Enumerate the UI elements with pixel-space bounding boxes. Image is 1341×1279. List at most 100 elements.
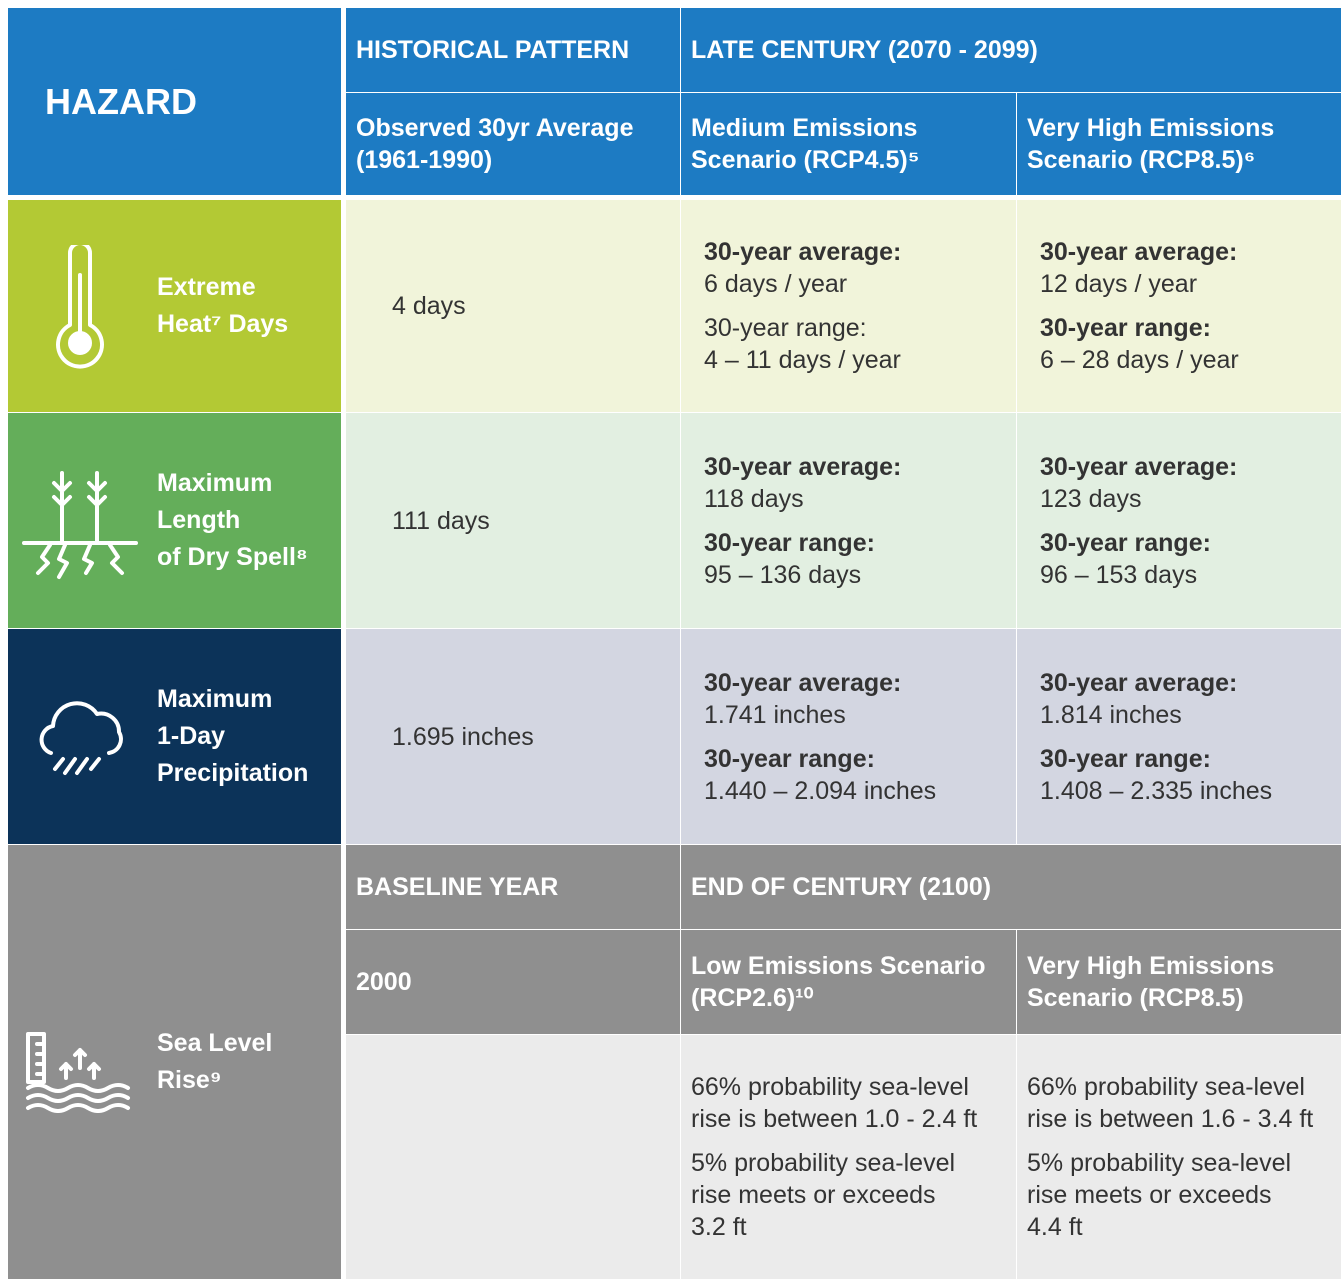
sea-text-line: 4.4 ft: [1027, 1213, 1083, 1241]
header-text-line: Scenario (RCP4.5)⁵: [691, 146, 920, 174]
header-text-line: (RCP2.6)¹⁰: [691, 984, 814, 1012]
stat-block: 30-year average: 1.741 inches: [704, 667, 1016, 731]
value-cell: 30-year average: 1.814 inches 30-year rang…: [1017, 629, 1341, 844]
stat-block: 30-year range: 1.408 – 2.335 inches: [1040, 743, 1341, 807]
header-cell: Medium Emissions Scenario (RCP4.5)⁵: [681, 93, 1016, 195]
stat-label: 30-year range:: [704, 314, 867, 342]
header-text: HISTORICAL PATTERN: [356, 36, 630, 64]
header-cell: HISTORICAL PATTERN: [346, 8, 680, 92]
sea-level-icon: [26, 1032, 130, 1113]
hazard-name-line: Heat⁷ Days: [157, 310, 289, 338]
value-cell: 30-year average: 6 days / year 30-year ran…: [681, 200, 1016, 412]
stat-label: 30-year average:: [1040, 238, 1238, 266]
sea-text-line: 66% probability sea-level: [1027, 1073, 1305, 1101]
hazard-name-line: 1-Day: [157, 722, 226, 750]
header-text: BASELINE YEAR: [356, 873, 559, 901]
sea-text: 66% probability sea-level rise is between…: [1027, 1071, 1341, 1135]
sea-text-line: rise meets or exceeds: [1027, 1181, 1272, 1209]
value-cell: 30-year average: 118 days 30-year range: 95…: [681, 413, 1016, 628]
stat-value: 4 – 11 days / year: [704, 346, 901, 374]
hazard-name-line: Maximum: [157, 469, 273, 497]
dry-spell-icon: [22, 471, 138, 579]
hazard-name-line: Precipitation: [157, 759, 309, 787]
stat-block: 30-year range: 95 – 136 days: [704, 527, 1016, 591]
stat-value: 6 – 28 days / year: [1040, 346, 1239, 374]
stat-value: 1.440 – 2.094 inches: [704, 776, 937, 805]
stat-block: 30-year range: 6 – 28 days / year: [1040, 312, 1341, 376]
header-cell: BASELINE YEAR: [346, 845, 680, 929]
hazard-name-line: Rise⁹: [157, 1066, 222, 1094]
hazard-name-line: of Dry Spell⁸: [157, 543, 308, 571]
header-cell: END OF CENTURY (2100): [681, 845, 1341, 929]
historical-value: 4 days: [392, 292, 466, 320]
hazard-name: Maximum 1-Day Precipitation: [157, 681, 341, 792]
value-cell: [346, 1035, 680, 1279]
hazard-cell: Maximum 1-Day Precipitation: [8, 629, 341, 844]
stat-label: 30-year average:: [704, 452, 902, 481]
hazard-header: HAZARD: [8, 8, 341, 195]
sea-text-line: 66% probability sea-level: [691, 1073, 969, 1101]
stat-label: 30-year range:: [1040, 528, 1211, 557]
stat-value: 6 days / year: [704, 270, 848, 298]
value-cell: 66% probability sea-level rise is between…: [681, 1035, 1016, 1279]
sea-text-line: rise is between 1.0 - 2.4 ft: [691, 1105, 978, 1133]
stat-label: 30-year average:: [1040, 668, 1238, 697]
value-cell: 30-year average: 123 days 30-year range: 96…: [1017, 413, 1341, 628]
stat-value: 123 days: [1040, 484, 1142, 513]
sea-text-line: 5% probability sea-level: [1027, 1149, 1292, 1177]
stat-block: 30-year average: 1.814 inches: [1040, 667, 1341, 731]
header-cell: Observed 30yr Average (1961-1990): [346, 93, 680, 195]
header-text-line: Very High Emissions: [1027, 952, 1275, 980]
hazard-cell: Maximum Length of Dry Spell⁸: [8, 413, 341, 628]
hazard-name-line: Sea Level: [157, 1029, 273, 1057]
header-cell: Very High Emissions Scenario (RCP8.5): [1017, 930, 1341, 1034]
hazard-name: Maximum Length of Dry Spell⁸: [157, 465, 341, 576]
header-cell: 2000: [346, 930, 680, 1034]
hazard-cell: Sea Level Rise⁹: [8, 845, 341, 1279]
stat-block: 30-year average: 118 days: [704, 451, 1016, 515]
hazard-cell: Extreme Heat⁷ Days: [8, 200, 341, 412]
hazard-name-line: Extreme: [157, 273, 256, 301]
precipitation-icon: [39, 701, 123, 775]
stat-value: 96 – 153 days: [1040, 560, 1198, 589]
header-cell: Very High Emissions Scenario (RCP8.5)⁶: [1017, 93, 1341, 195]
hazard-name: Extreme Heat⁷ Days: [157, 269, 341, 343]
value-cell: 66% probability sea-level rise is between…: [1017, 1035, 1341, 1279]
header-cell: Low Emissions Scenario (RCP2.6)¹⁰: [681, 930, 1016, 1034]
stat-label: 30-year range:: [704, 744, 875, 773]
stat-value: 1.741 inches: [704, 700, 846, 729]
stat-block: 30-year average: 6 days / year: [704, 236, 1016, 300]
sea-text-line: rise meets or exceeds: [691, 1181, 936, 1209]
stat-value: 12 days / year: [1040, 270, 1198, 298]
header-text-line: Scenario (RCP8.5): [1027, 984, 1244, 1012]
stat-block: 30-year range: 96 – 153 days: [1040, 527, 1341, 591]
stat-label: 30-year average:: [1040, 452, 1238, 481]
stat-block: 30-year average: 12 days / year: [1040, 236, 1341, 300]
stat-value: 95 – 136 days: [704, 560, 862, 589]
header-cell: LATE CENTURY (2070 - 2099): [681, 8, 1341, 92]
header-text: Low Emissions Scenario (RCP2.6)¹⁰: [691, 950, 1016, 1014]
value-cell: 30-year average: 1.741 inches 30-year rang…: [681, 629, 1016, 844]
header-text: Observed 30yr Average (1961-1990): [356, 112, 680, 176]
sea-text-line: 5% probability sea-level: [691, 1149, 956, 1177]
header-text: Medium Emissions Scenario (RCP4.5)⁵: [691, 112, 1016, 176]
header-text-line: Low Emissions Scenario: [691, 952, 986, 980]
header-text-line: Scenario (RCP8.5)⁶: [1027, 146, 1256, 174]
header-text: END OF CENTURY (2100): [691, 873, 992, 901]
header-text: 2000: [356, 968, 412, 996]
historical-value: 1.695 inches: [392, 722, 534, 751]
value-cell: 4 days: [346, 200, 680, 412]
stat-value: 118 days: [704, 484, 804, 513]
stat-value: 1.408 – 2.335 inches: [1040, 776, 1273, 805]
hazard-name: Sea Level Rise⁹: [157, 1025, 341, 1099]
header-text-line: Observed 30yr Average: [356, 114, 634, 142]
stat-label: 30-year average:: [704, 238, 902, 266]
value-cell: 111 days: [346, 413, 680, 628]
header-text: Very High Emissions Scenario (RCP8.5): [1027, 950, 1341, 1014]
stat-block: 30-year range: 1.440 – 2.094 inches: [704, 743, 1016, 807]
stat-label: 30-year average:: [704, 668, 902, 697]
header-text: LATE CENTURY (2070 - 2099): [691, 36, 1038, 64]
stat-block: 5% probability sea-level rise meets or ex…: [1027, 1147, 1341, 1243]
sea-text: 66% probability sea-level rise is between…: [691, 1071, 1016, 1135]
